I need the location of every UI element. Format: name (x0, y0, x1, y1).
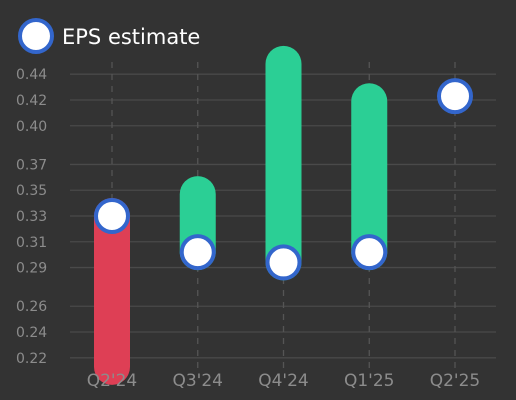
y-tick-label: 0.42 (16, 93, 47, 109)
estimate-markers (94, 78, 473, 281)
estimate-marker (351, 234, 388, 271)
estimate-marker (179, 234, 216, 271)
y-tick-label: 0.22 (16, 351, 47, 367)
x-tick-label: Q3'24 (172, 371, 223, 391)
estimate-marker (265, 244, 302, 281)
y-tick-label: 0.31 (16, 235, 47, 251)
y-tick-label: 0.29 (16, 261, 47, 277)
legend-label: EPS estimate (62, 25, 200, 49)
estimate-marker (437, 78, 473, 115)
y-tick-label: 0.33 (16, 209, 47, 225)
estimate-marker (94, 198, 130, 234)
y-tick-label: 0.40 (16, 119, 47, 135)
x-axis: Q2'24 Q3'24 Q4'24 Q1'25 Q2'25 (87, 371, 481, 391)
beat-bar (265, 45, 302, 281)
miss-bar (94, 198, 130, 385)
x-tick-label: Q2'24 (87, 371, 138, 391)
x-tick-label: Q1'25 (344, 371, 395, 391)
beat-bar (351, 83, 388, 271)
y-tick-label: 0.24 (16, 325, 47, 341)
y-tick-label: 0.35 (16, 183, 47, 199)
legend-marker-icon (18, 18, 54, 54)
x-tick-label: Q4'24 (258, 371, 309, 391)
y-tick-label: 0.37 (16, 157, 47, 173)
y-axis: 0.22 0.24 0.26 0.29 0.31 0.33 0.35 0.37 0.40 0.42… (16, 67, 47, 367)
legend: EPS estimate (18, 18, 200, 54)
y-tick-label: 0.26 (16, 299, 47, 315)
y-tick-label: 0.44 (16, 67, 47, 83)
x-tick-label: Q2'25 (430, 371, 481, 391)
